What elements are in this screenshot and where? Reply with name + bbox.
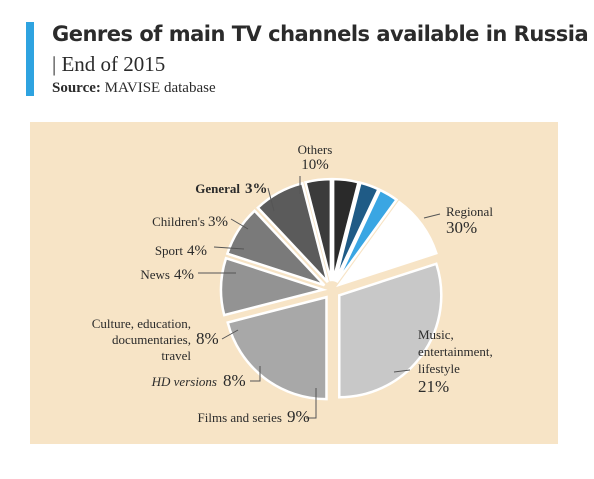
leader-line-culture-education-documentaries-travel [221, 329, 239, 340]
source-text: MAVISE database [100, 80, 216, 96]
category-label-sport: Sport [155, 243, 184, 258]
pie-slice-regional [338, 262, 443, 399]
category-label-hd-versions: HD versions [151, 374, 217, 389]
pie-slice-children-s [333, 181, 381, 283]
pie-slice-others [336, 200, 438, 288]
pie-slice-sport [331, 177, 361, 282]
value-label-films-and-series: 9% [287, 407, 310, 426]
pie-slice-films-and-series [219, 256, 328, 317]
category-label-news: News [140, 267, 170, 282]
value-label-general: 3% [245, 181, 268, 197]
leader-line-children-s [230, 218, 249, 230]
leader-line-general [267, 187, 275, 212]
value-label-others: 10% [301, 157, 329, 173]
category-label-children-s: Children's [152, 214, 205, 229]
category-label-culture-education-documentaries-travel: Culture, education, [92, 316, 191, 331]
category-label-music-entertainment-lifestyle: lifestyle [418, 361, 460, 376]
value-label-children-s: 3% [208, 214, 228, 230]
category-label-music-entertainment-lifestyle: Music, [418, 327, 454, 342]
value-label-culture-education-documentaries-travel: 8% [196, 329, 219, 348]
pie-slice-hd-versions [225, 209, 326, 287]
value-label-hd-versions: 8% [223, 371, 246, 390]
value-label-news: 4% [174, 267, 194, 283]
leader-line-films-and-series [306, 388, 317, 419]
leader-line-music-entertainment-lifestyle [393, 369, 411, 373]
category-label-culture-education-documentaries-travel: travel [161, 348, 191, 363]
source-label: Source: [52, 80, 101, 96]
category-label-music-entertainment-lifestyle: entertainment, [418, 344, 493, 359]
leader-line-hd-versions [250, 366, 261, 382]
chart-source: Source: MAVISE database [52, 80, 216, 97]
leader-line-regional [423, 213, 441, 219]
category-label-regional: Regional [446, 204, 493, 219]
value-label-regional: 30% [446, 218, 477, 237]
accent-bar [26, 22, 34, 96]
leader-line-sport [213, 246, 245, 250]
category-label-culture-education-documentaries-travel: documentaries, [112, 332, 191, 347]
pie-slices [219, 177, 443, 401]
pie-slice-news [303, 177, 333, 282]
pie-slice-general [335, 188, 399, 283]
pie-slice-music-entertainment-lifestyle [226, 295, 328, 401]
chart-subtitle: | End of 2015 [52, 52, 166, 76]
value-label-music-entertainment-lifestyle: 21% [418, 377, 449, 396]
category-label-others: Others [298, 142, 333, 157]
pie-slice-culture-education-documentaries-travel [256, 181, 329, 283]
category-label-general: General [195, 181, 240, 196]
category-label-films-and-series: Films and series [198, 410, 283, 425]
chart-title: Genres of main TV channels available in … [52, 22, 589, 46]
value-label-sport: 4% [187, 243, 207, 259]
